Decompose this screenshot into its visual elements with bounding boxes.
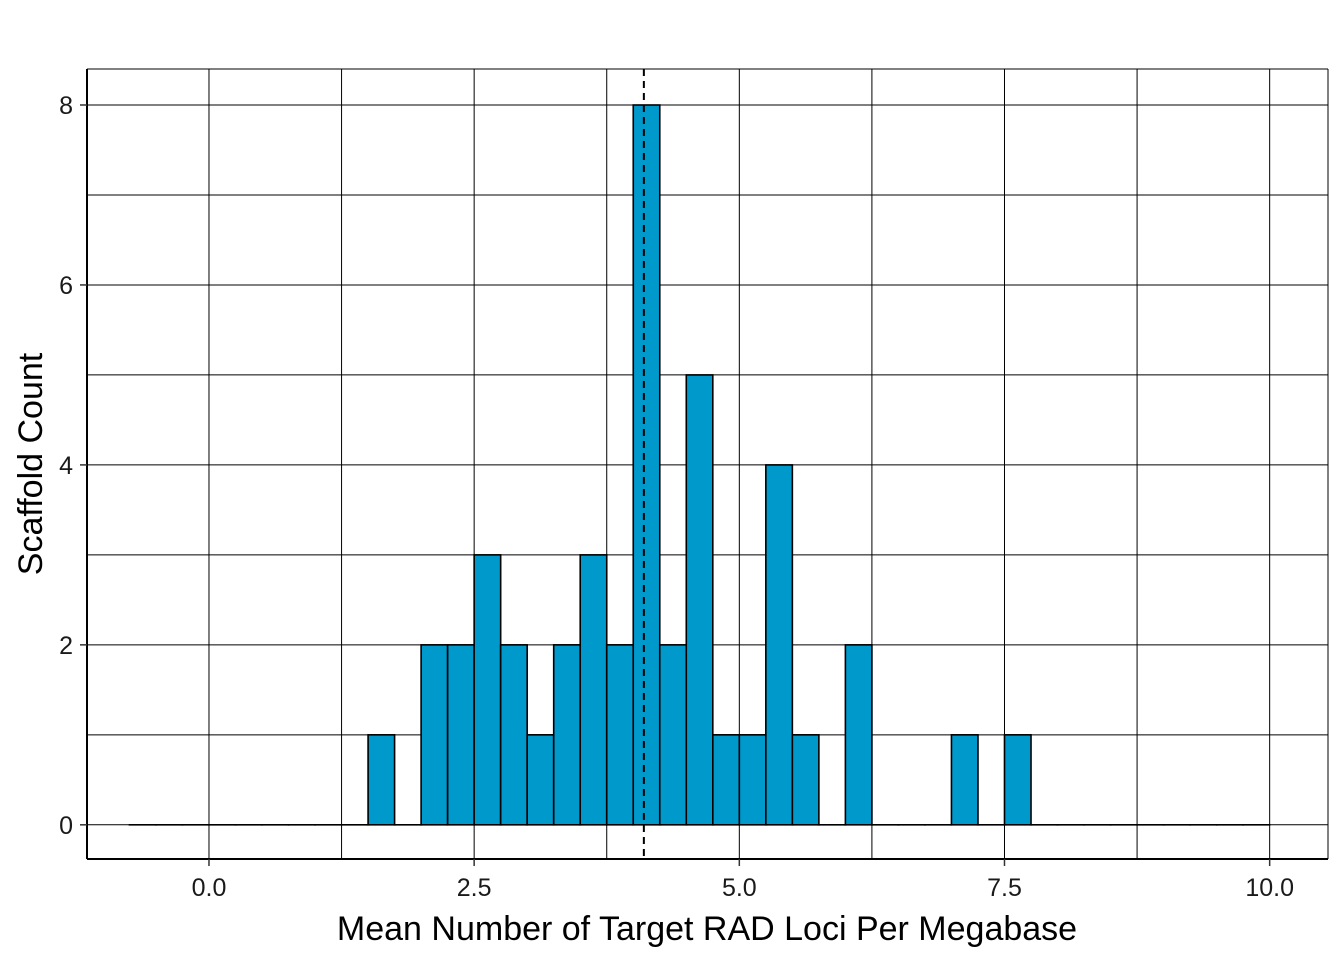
histogram-bar bbox=[765, 464, 794, 826]
histogram-bar bbox=[499, 644, 528, 826]
histogram-bar bbox=[738, 734, 767, 826]
y-axis-title: Scaffold Count bbox=[12, 352, 50, 575]
histogram-bar bbox=[579, 554, 608, 826]
histogram-bar bbox=[446, 644, 475, 826]
y-tick-labels: 0 2 4 6 8 bbox=[59, 92, 87, 840]
x-tick-label: 2.5 bbox=[457, 874, 492, 902]
histogram-bar bbox=[712, 734, 741, 826]
histogram-bar bbox=[420, 644, 449, 826]
y-tick-label: 0 bbox=[59, 812, 73, 840]
y-tick-label: 4 bbox=[59, 452, 73, 480]
x-tick-label: 7.5 bbox=[987, 874, 1022, 902]
x-axis-title: Mean Number of Target RAD Loci Per Megab… bbox=[337, 910, 1077, 948]
histogram-bar bbox=[685, 374, 714, 826]
histogram-bar bbox=[605, 644, 635, 826]
y-tick-label: 6 bbox=[59, 272, 73, 300]
histogram-bar bbox=[1003, 734, 1032, 826]
histogram-bar bbox=[367, 734, 396, 826]
histogram-bar bbox=[552, 644, 582, 826]
histogram-bars bbox=[128, 104, 1271, 826]
histogram-bar bbox=[632, 104, 661, 826]
histogram-bar bbox=[791, 734, 820, 826]
x-tick-label: 0.0 bbox=[192, 874, 227, 902]
axes bbox=[86, 68, 1329, 860]
y-tick-label: 2 bbox=[59, 632, 73, 660]
y-tick-label: 8 bbox=[59, 92, 73, 120]
x-tick-labels: 0.0 2.5 5.0 7.5 10.0 bbox=[192, 859, 1294, 902]
histogram-bar bbox=[658, 644, 688, 826]
histogram-bar bbox=[473, 554, 502, 826]
x-tick-label: 10.0 bbox=[1245, 874, 1294, 902]
histogram-bar bbox=[950, 734, 979, 826]
histogram-bar bbox=[844, 644, 873, 826]
histogram-bar bbox=[526, 734, 555, 826]
x-tick-label: 5.0 bbox=[722, 874, 757, 902]
